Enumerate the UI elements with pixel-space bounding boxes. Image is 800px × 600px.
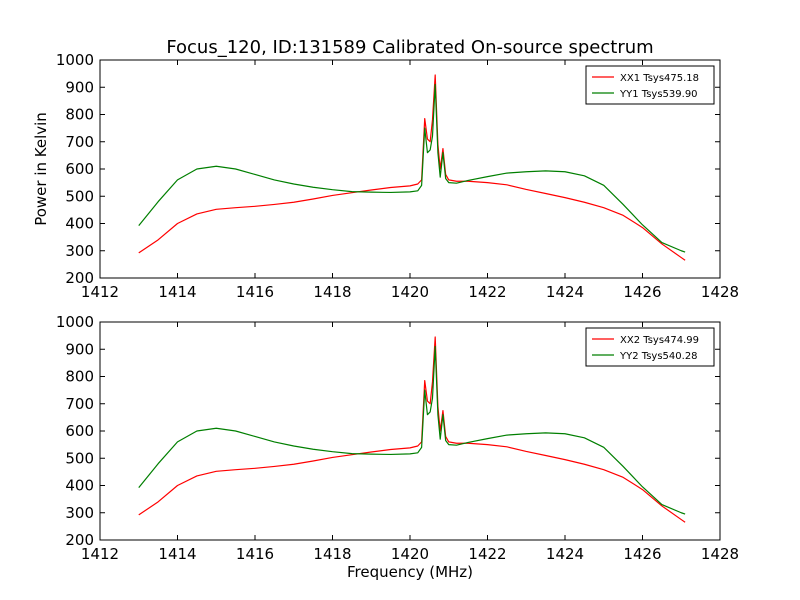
y-tick-label: 800 <box>65 368 94 386</box>
legend-entry-xx: XX2 Tsys474.99 <box>620 335 699 346</box>
y-tick-label: 400 <box>65 215 94 233</box>
series-line-yy-panel-1 <box>138 83 686 253</box>
x-tick-label: 1422 <box>468 283 506 301</box>
y-tick-label: 600 <box>65 160 94 178</box>
y-tick-label: 900 <box>65 78 94 96</box>
x-tick-label: 1418 <box>313 283 351 301</box>
x-tick-label: 1428 <box>701 283 739 301</box>
y-axis-label: Power in Kelvin <box>32 112 50 226</box>
y-tick-label: 300 <box>65 242 94 260</box>
y-tick-label: 300 <box>65 504 94 522</box>
x-tick-label: 1416 <box>236 283 274 301</box>
x-tick-label: 1416 <box>236 545 274 563</box>
x-tick-label: 1428 <box>701 545 739 563</box>
legend-panel-2: XX2 Tsys474.99 YY2 Tsys540.28 <box>585 327 715 367</box>
x-tick-label: 1414 <box>158 283 196 301</box>
figure-title: Focus_120, ID:131589 Calibrated On-sourc… <box>166 37 653 58</box>
legend-box <box>585 327 715 367</box>
legend-entry-yy: YY1 Tsys539.90 <box>619 89 698 100</box>
x-tick-label: 1420 <box>391 283 429 301</box>
x-tick-label: 1420 <box>391 545 429 563</box>
legend-box <box>585 65 715 105</box>
y-tick-label: 500 <box>65 449 94 467</box>
y-tick-label: 900 <box>65 340 94 358</box>
x-tick-label: 1414 <box>158 545 196 563</box>
y-tick-label: 1000 <box>56 51 94 69</box>
x-tick-label: 1426 <box>623 545 661 563</box>
x-tick-label: 1426 <box>623 283 661 301</box>
y-tick-label: 700 <box>65 133 94 151</box>
x-tick-label: 1424 <box>546 545 584 563</box>
series-line-xx-panel-2 <box>138 336 686 523</box>
x-tick-label: 1422 <box>468 545 506 563</box>
y-tick-label: 200 <box>65 531 94 549</box>
x-tick-label: 1418 <box>313 545 351 563</box>
y-tick-label: 1000 <box>56 313 94 331</box>
y-tick-label: 500 <box>65 187 94 205</box>
x-tick-label: 1412 <box>81 283 119 301</box>
legend-entry-xx: XX1 Tsys475.18 <box>620 73 699 84</box>
y-tick-label: 200 <box>65 269 94 287</box>
legend-panel-1: XX1 Tsys475.18 YY1 Tsys539.90 <box>585 65 715 105</box>
series-line-yy-panel-2 <box>138 345 686 515</box>
y-tick-label: 700 <box>65 395 94 413</box>
top-panel: 1412 1414 1416 1418 1420 1422 1424 1426 1428 200 3… <box>56 51 739 301</box>
x-tick-label: 1412 <box>81 545 119 563</box>
y-tick-label: 800 <box>65 106 94 124</box>
series-line-xx-panel-1 <box>138 74 686 261</box>
y-tick-label: 400 <box>65 477 94 495</box>
x-axis-label: Frequency (MHz) <box>347 563 473 581</box>
bottom-panel: 1412 1414 1416 1418 1420 1422 1424 1426 1428 200 3… <box>56 313 739 563</box>
y-tick-label: 600 <box>65 422 94 440</box>
x-tick-label: 1424 <box>546 283 584 301</box>
legend-entry-yy: YY2 Tsys540.28 <box>619 351 698 362</box>
